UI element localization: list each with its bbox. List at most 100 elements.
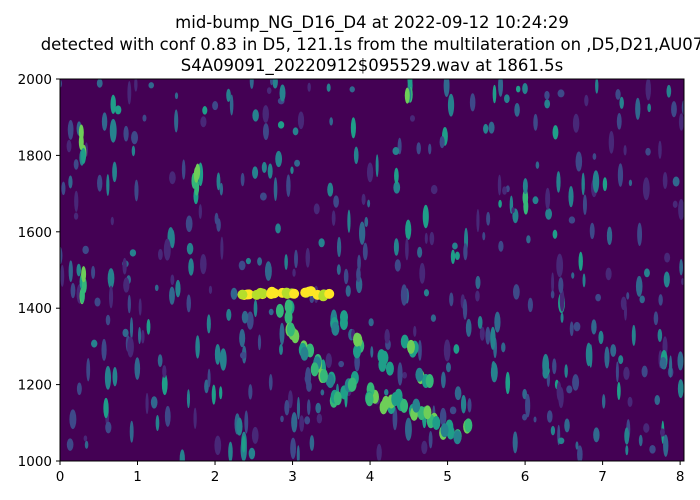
noise-cell: [155, 414, 160, 432]
noise-cell: [164, 405, 171, 427]
noise-cell: [631, 324, 636, 346]
noise-cell: [452, 242, 458, 250]
noise-cell: [134, 79, 138, 92]
noise-cell: [327, 182, 334, 197]
noise-cell: [214, 212, 219, 225]
hotspot-cell: [79, 287, 85, 304]
noise-cell: [248, 447, 256, 460]
noise-cell: [305, 367, 312, 388]
noise-cell: [639, 295, 645, 304]
noise-cell: [60, 79, 63, 88]
call-contour-cell: [417, 406, 426, 421]
noise-cell: [635, 97, 641, 120]
noise-cell: [200, 253, 207, 275]
noise-cell: [605, 267, 612, 281]
noise-cell: [559, 288, 565, 312]
call-contour-cell: [446, 425, 455, 440]
noise-cell: [443, 339, 451, 362]
noise-cell: [204, 379, 209, 394]
noise-cell: [591, 319, 597, 335]
noise-cell: [296, 445, 300, 461]
noise-cell: [123, 277, 130, 293]
noise-cell: [367, 199, 371, 208]
noise-cell: [297, 111, 305, 130]
noise-cell: [552, 229, 558, 239]
noise-cell: [61, 181, 66, 196]
noise-cell: [592, 153, 597, 160]
noise-cell: [619, 96, 624, 109]
noise-cell: [551, 272, 555, 294]
call-contour-cell: [453, 430, 462, 445]
noise-cell: [545, 187, 551, 210]
noise-cell: [91, 265, 96, 279]
noise-cell: [393, 238, 399, 256]
noise-cell: [637, 222, 643, 247]
noise-cell: [606, 226, 613, 246]
noise-cell: [678, 113, 684, 131]
noise-cell: [430, 314, 437, 322]
noise-cell: [315, 402, 321, 414]
noise-cell: [557, 89, 565, 98]
noise-cell: [642, 177, 650, 201]
noise-cell: [532, 196, 539, 205]
noise-cell: [397, 362, 403, 386]
call-contour-cell: [400, 398, 409, 413]
noise-cell: [181, 159, 186, 180]
noise-cell: [544, 90, 550, 100]
y-tick-label: 2000: [18, 72, 52, 88]
noise-cell: [658, 140, 662, 159]
noise-cell: [647, 103, 652, 113]
call-contour-cell: [379, 400, 388, 415]
noise-cell: [219, 182, 224, 196]
noise-cell: [422, 204, 429, 229]
noise-cell: [108, 285, 114, 309]
noise-cell: [288, 390, 293, 409]
noise-cell: [84, 440, 89, 449]
call-contour-cell: [286, 322, 295, 337]
call-contour-cell: [275, 303, 284, 318]
noise-cell: [423, 289, 430, 297]
noise-cell: [185, 215, 193, 233]
noise-cell: [441, 371, 446, 389]
call-contour-cell: [324, 288, 335, 299]
call-contour-cell: [339, 310, 348, 325]
noise-cell: [558, 386, 564, 409]
noise-cell: [214, 435, 222, 456]
noise-cell: [240, 172, 245, 187]
noise-cell: [405, 219, 412, 240]
noise-cell: [644, 268, 650, 278]
noise-cell: [592, 170, 600, 193]
noise-cell: [239, 351, 247, 359]
noise-cell: [417, 246, 423, 258]
noise-cell: [86, 358, 91, 382]
noise-cell: [290, 437, 297, 460]
noise-cell: [454, 386, 462, 401]
noise-cell: [368, 318, 374, 327]
noise-cell: [266, 87, 272, 95]
noise-cell: [490, 362, 498, 383]
noise-cell: [66, 438, 74, 451]
noise-cell: [179, 449, 185, 461]
noise-cell: [542, 353, 550, 377]
hotspot-cell: [78, 124, 84, 141]
x-tick-label: 1: [133, 469, 142, 485]
noise-cell: [148, 82, 155, 89]
noise-cell: [498, 199, 502, 208]
noise-cell: [157, 354, 163, 367]
noise-cell: [564, 418, 570, 433]
x-tick-label: 8: [676, 469, 685, 485]
noise-cell: [206, 314, 211, 334]
noise-cell: [504, 94, 510, 104]
noise-cell: [677, 351, 684, 371]
noise-cell: [200, 116, 207, 128]
y-tick-label: 1000: [18, 454, 52, 470]
hotspot-cell: [522, 178, 528, 195]
noise-cell: [501, 342, 506, 353]
noise-cell: [479, 326, 485, 341]
noise-cell: [275, 223, 281, 234]
noise-cell: [357, 254, 361, 272]
noise-cell: [279, 84, 286, 102]
noise-cell: [467, 398, 472, 413]
noise-cell: [214, 344, 221, 365]
